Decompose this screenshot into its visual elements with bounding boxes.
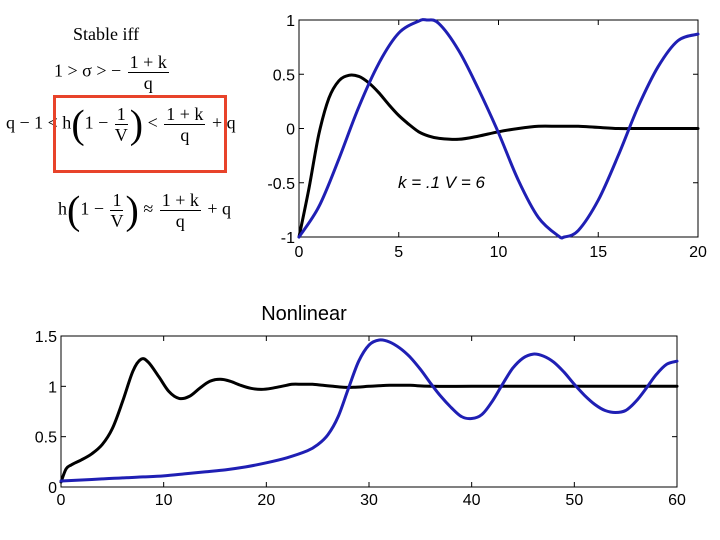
top-chart-xtick-label: 0 bbox=[295, 244, 304, 261]
eq2-inner-numerator: 1 bbox=[114, 104, 128, 125]
eq3-left: h bbox=[58, 198, 67, 219]
bottom-chart-title: Nonlinear bbox=[261, 303, 347, 325]
bottom-chart-series-blue-line bbox=[59, 338, 679, 483]
top-chart-xtick-label: 5 bbox=[394, 244, 403, 261]
top-chart-ytick-label: 0.5 bbox=[273, 67, 295, 84]
top-chart-series-blue-line bbox=[297, 18, 700, 240]
eq1-left: 1 > σ > − bbox=[54, 60, 122, 81]
highlighted-inequality: q − 1 < h(1 − 1 V ) < 1 + k q + q bbox=[6, 104, 236, 145]
eq2-numerator: 1 + k bbox=[164, 104, 206, 125]
eq2-denominator: q bbox=[180, 125, 190, 145]
eq3-inner-fraction: 1 V bbox=[110, 190, 124, 231]
bottom-chart-xtick-label: 20 bbox=[257, 492, 275, 509]
bottom-chart-xtick-label: 30 bbox=[360, 492, 378, 509]
eq2-fraction: 1 + k q bbox=[164, 104, 206, 145]
stable-condition-label: Stable iff bbox=[73, 24, 140, 44]
eq1-fraction: 1 + k q bbox=[127, 52, 169, 93]
approximation-equation: h(1 − 1 V ) ≈ 1 + k q + q bbox=[58, 190, 231, 231]
eq3-numerator: 1 + k bbox=[159, 190, 201, 211]
eq2-inner-fraction: 1 V bbox=[114, 104, 128, 145]
eq3-close-paren: ) bbox=[125, 187, 139, 233]
top-chart-xtick-label: 10 bbox=[490, 244, 508, 261]
eq2-inner-one: 1 − bbox=[84, 112, 109, 133]
bottom-chart-xtick-label: 60 bbox=[668, 492, 686, 509]
bottom-chart-xtick-label: 40 bbox=[463, 492, 481, 509]
bottom-chart-ytick-label: 1 bbox=[48, 379, 57, 396]
eq2-open-paren: ( bbox=[71, 101, 85, 147]
top-chart-ytick-label: -0.5 bbox=[267, 176, 295, 193]
eq3-denominator: q bbox=[175, 211, 185, 231]
eq1-denominator: q bbox=[143, 73, 153, 93]
top-chart-ytick-label: -1 bbox=[281, 230, 295, 247]
bottom-chart-xtick-label: 50 bbox=[565, 492, 583, 509]
eq3-inner-numerator: 1 bbox=[110, 190, 124, 211]
eq2-mid: < bbox=[147, 112, 158, 133]
top-chart-xtick-label: 20 bbox=[689, 244, 707, 261]
stability-inequality: 1 > σ > − 1 + k q bbox=[54, 52, 171, 93]
bottom-chart-xtick-label: 10 bbox=[155, 492, 173, 509]
eq3-inner-one: 1 − bbox=[80, 198, 104, 219]
eq2-inner-denominator: V bbox=[114, 125, 128, 145]
top-chart-annotation: k = .1 V = 6 bbox=[398, 173, 485, 192]
eq3-inner-denominator: V bbox=[110, 211, 124, 231]
bottom-chart-ytick-label: 0 bbox=[48, 480, 57, 497]
top-chart-xtick-label: 15 bbox=[589, 244, 607, 261]
bottom-chart-ytick-label: 1.5 bbox=[35, 329, 57, 346]
eq3-right: + q bbox=[207, 198, 232, 219]
bottom-chart-plot-frame bbox=[60, 335, 678, 488]
eq2-right: + q bbox=[211, 112, 236, 133]
top-chart-plot-frame bbox=[298, 19, 699, 238]
eq3-fraction: 1 + k q bbox=[159, 190, 201, 231]
bottom-chart-ytick-label: 0.5 bbox=[35, 430, 57, 447]
top-chart-ytick-label: 1 bbox=[286, 13, 295, 30]
eq3-open-paren: ( bbox=[67, 187, 81, 233]
highlight-box bbox=[53, 95, 227, 173]
eq3-mid: ≈ bbox=[143, 198, 154, 219]
top-chart-ytick-label: 0 bbox=[286, 122, 295, 139]
top-chart-series-black-line bbox=[297, 73, 700, 239]
bottom-chart-series-black-line bbox=[59, 357, 679, 484]
bottom-chart-xtick-label: 0 bbox=[57, 492, 66, 509]
eq2-close-paren: ) bbox=[129, 101, 144, 147]
eq1-numerator: 1 + k bbox=[127, 52, 169, 73]
